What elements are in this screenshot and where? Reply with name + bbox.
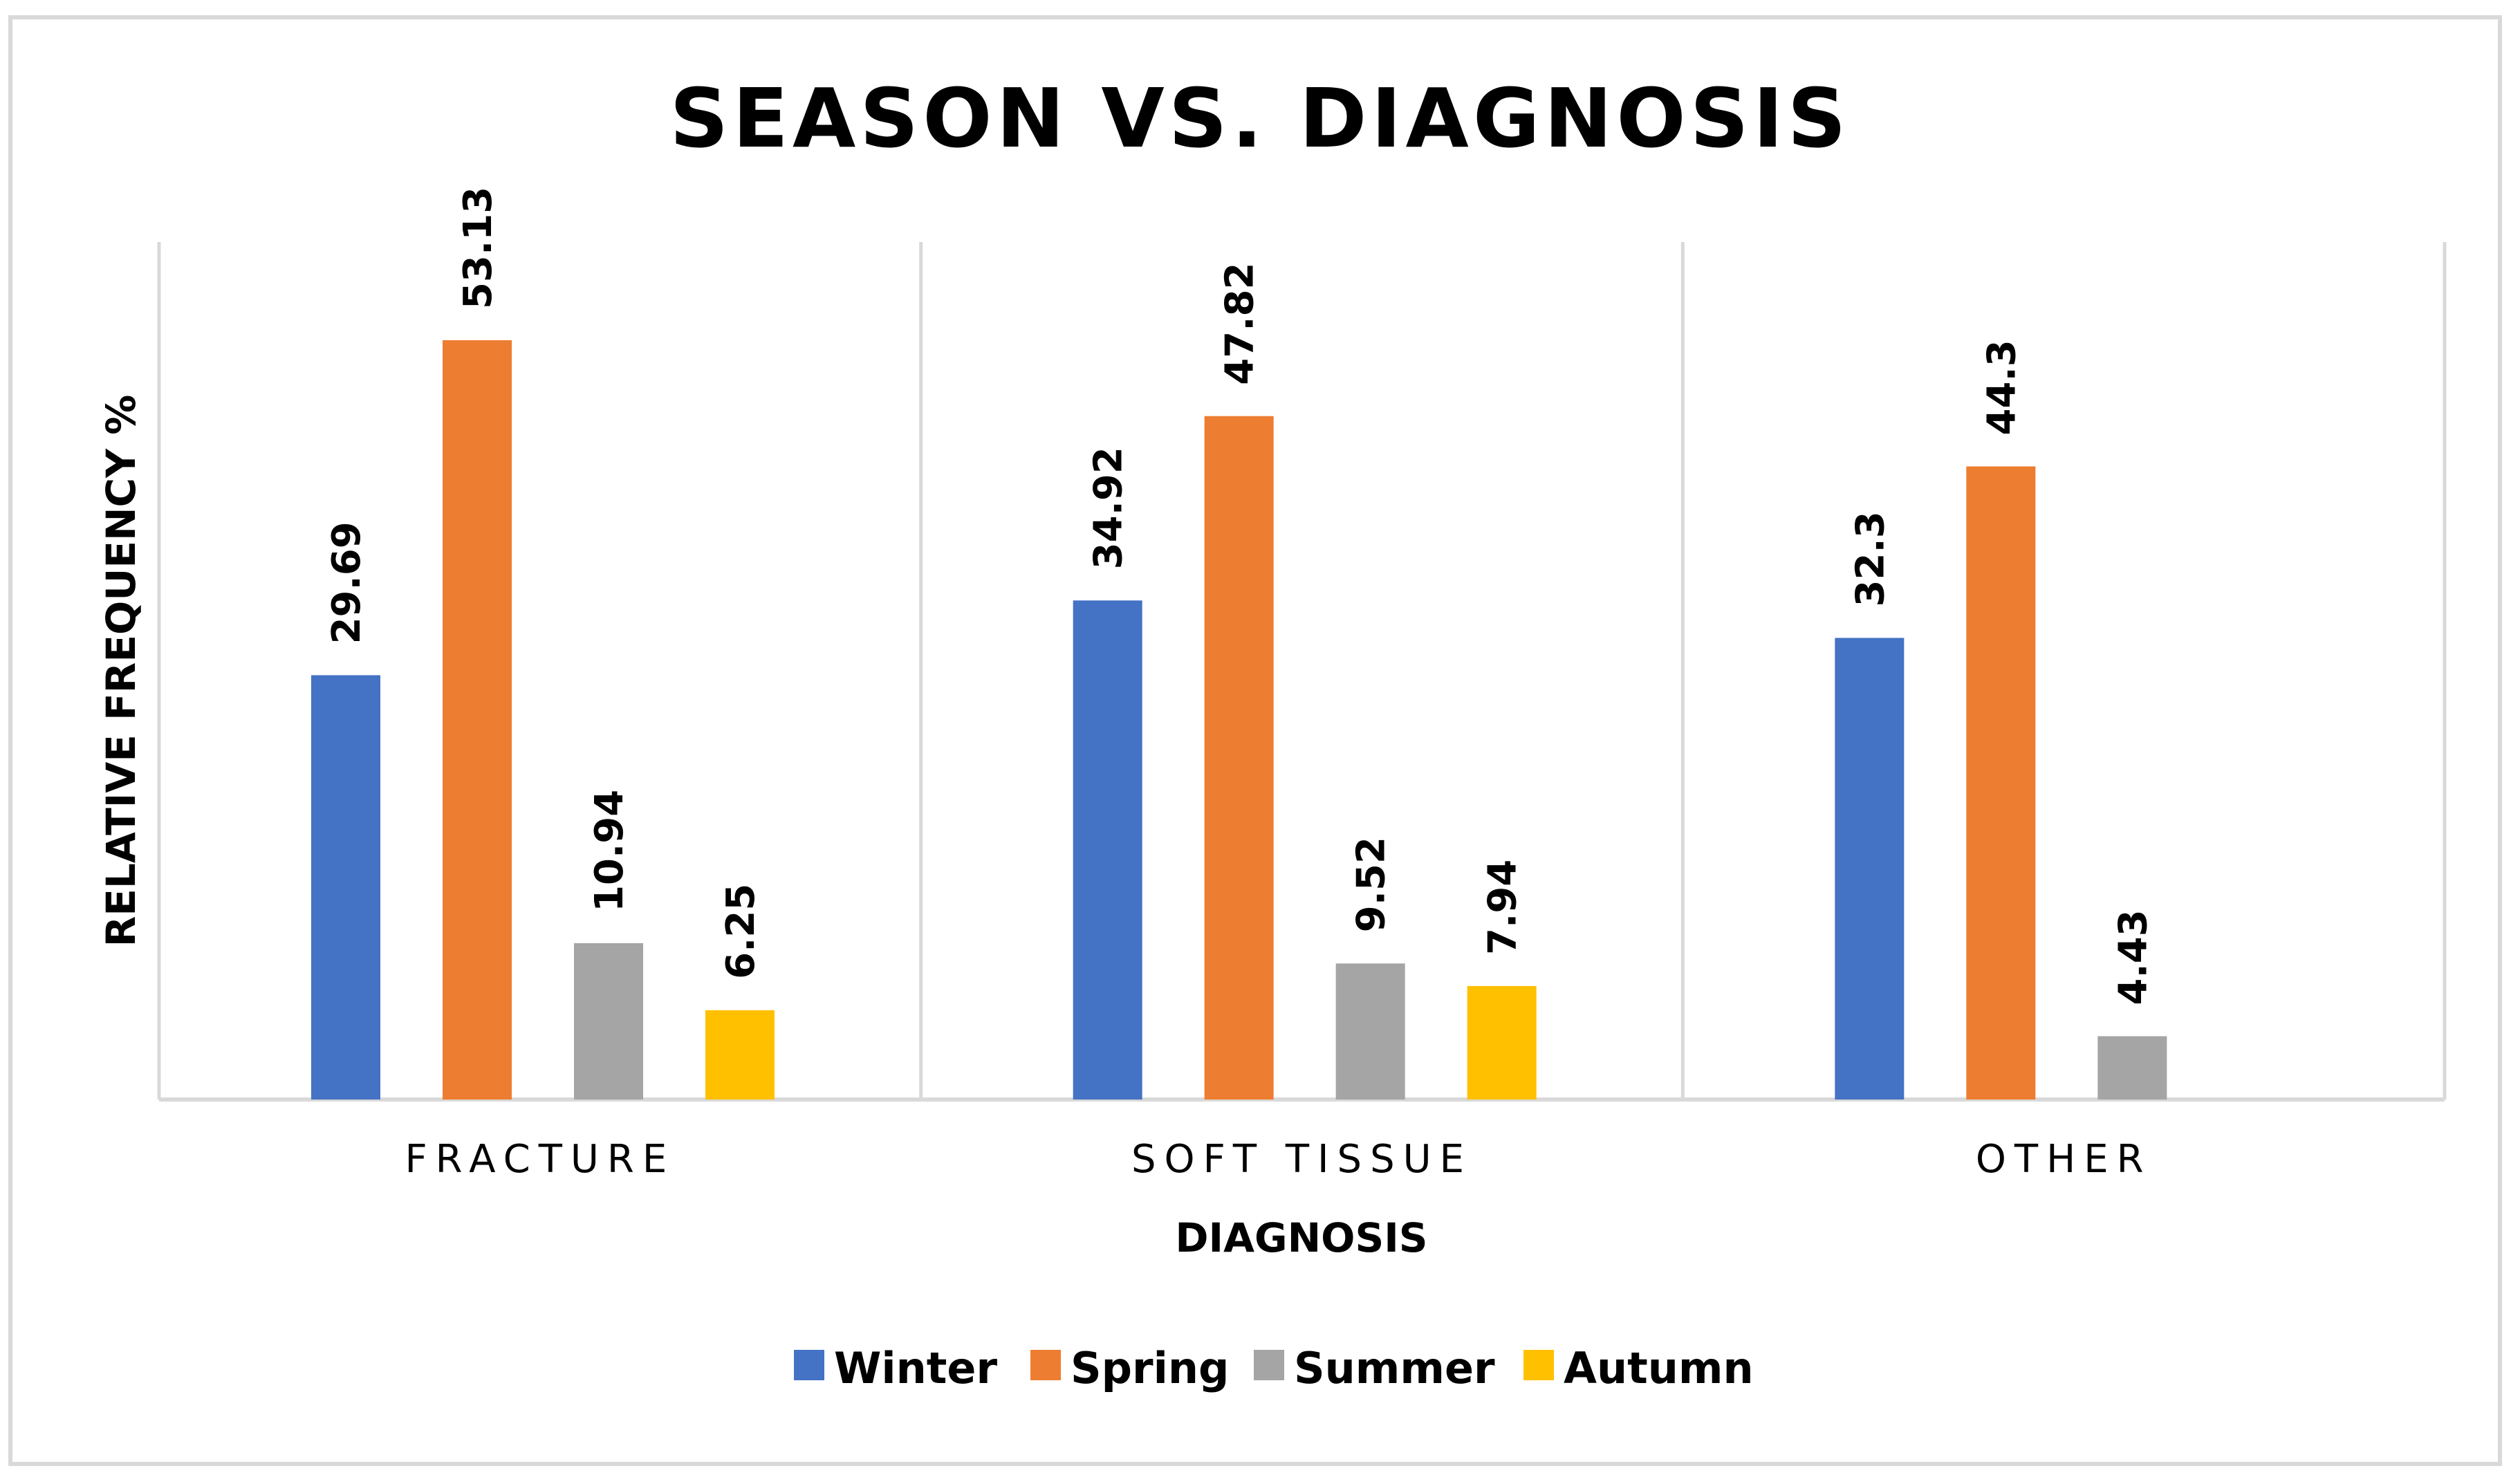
plot-area: FRACTURE 29.69 53.13 10.94 6.25 SOFT TISSUE 34…: [157, 187, 2447, 1182]
data-label: 6.25: [719, 884, 763, 979]
bar-autumn: [1467, 985, 1537, 1100]
data-label: 29.69: [324, 521, 369, 644]
legend-label-spring: Spring: [1071, 1343, 1229, 1393]
bar-spring: [1204, 416, 1274, 1100]
bar-spring: [1966, 466, 2036, 1100]
bar-summer: [574, 943, 643, 1100]
legend-swatch-winter: [794, 1350, 824, 1380]
data-label: 7.94: [1481, 860, 1526, 955]
legend-label-summer: Summer: [1294, 1343, 1495, 1393]
x-tick-label: OTHER: [1976, 1137, 2152, 1182]
x-axis-title: DIAGNOSIS: [1175, 1214, 1427, 1261]
x-tick-label: FRACTURE: [405, 1137, 675, 1182]
data-label: 10.94: [587, 790, 632, 912]
data-label: 53.13: [456, 187, 501, 309]
data-label: 9.52: [1349, 837, 1394, 932]
legend-swatch-autumn: [1523, 1350, 1554, 1380]
bar-summer: [1335, 963, 1405, 1100]
bar-winter: [311, 675, 380, 1100]
bar-winter: [1073, 600, 1142, 1100]
bar-spring: [443, 340, 512, 1100]
bar-summer: [2097, 1036, 2167, 1100]
legend-label-winter: Winter: [834, 1343, 997, 1393]
legend-swatch-summer: [1254, 1350, 1284, 1380]
data-label: 44.3: [1979, 340, 2024, 435]
legend: Winter Spring Summer Autumn: [794, 1343, 1754, 1393]
x-tick-label: SOFT TISSUE: [1131, 1137, 1472, 1182]
legend-label-autumn: Autumn: [1564, 1343, 1754, 1393]
legend-swatch-spring: [1030, 1350, 1061, 1380]
data-label: 47.82: [1218, 263, 1263, 385]
data-label: 32.3: [1848, 511, 1893, 606]
data-label: 4.43: [2111, 909, 2156, 1005]
bar-winter: [1835, 638, 1905, 1100]
y-axis-title: RELATIVE FREQUENCY %: [98, 395, 145, 947]
chart-title: SEASON VS. DIAGNOSIS: [669, 71, 1850, 166]
bar-autumn: [705, 1010, 775, 1100]
data-label: 34.92: [1086, 447, 1131, 569]
